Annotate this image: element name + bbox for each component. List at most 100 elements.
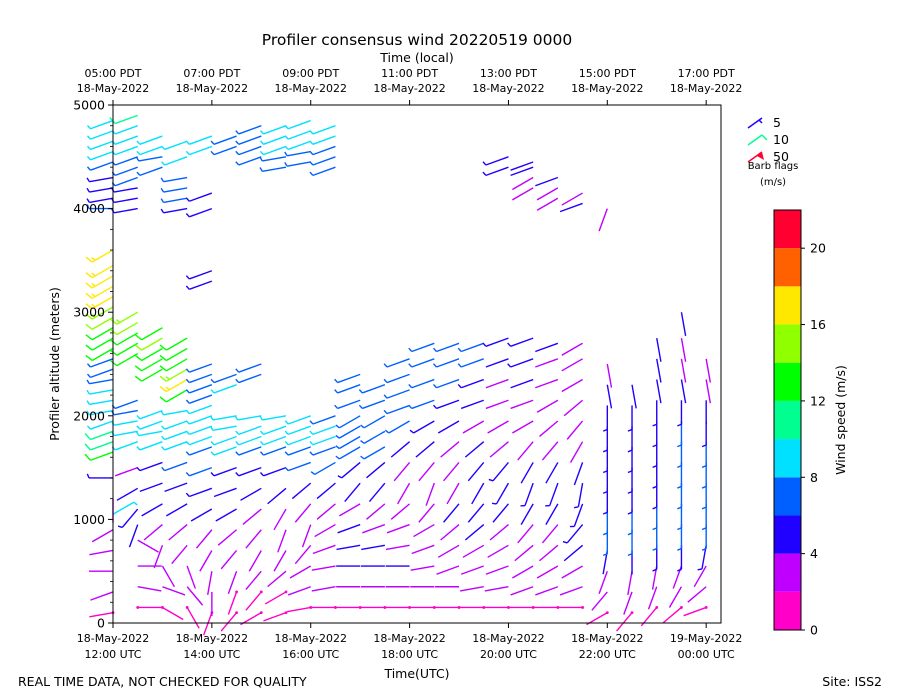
legend-caption-line1: Barb flags	[748, 161, 799, 172]
wind-barb	[464, 441, 485, 458]
wind-barb	[213, 487, 237, 498]
wind-barb	[185, 404, 213, 415]
wind-barb	[242, 508, 262, 526]
wind-barb	[159, 337, 188, 351]
wind-barb	[314, 523, 336, 538]
wind-barb	[464, 524, 485, 541]
wind-barb	[240, 487, 262, 501]
footer-note: REAL TIME DATA, NOT CHECKED FOR QUALITY	[18, 674, 307, 689]
wind-barb	[536, 565, 559, 579]
wind-barb	[512, 565, 534, 579]
wind-barb	[136, 441, 163, 451]
wind-barb	[160, 207, 188, 214]
wind-barb	[541, 524, 559, 544]
wind-barb	[185, 135, 213, 145]
wind-barb	[536, 399, 559, 413]
wind-barb	[111, 166, 138, 177]
wind-barb	[110, 353, 139, 367]
wind-barb	[471, 482, 485, 505]
wind-barb	[418, 461, 435, 482]
wind-barb	[383, 358, 410, 368]
wind-barb	[85, 296, 114, 310]
wind-barb	[185, 446, 213, 456]
wind-barb	[520, 462, 534, 484]
x-tick-date: 18-May-2022	[274, 632, 346, 645]
wind-barb	[185, 435, 213, 446]
wind-barb	[185, 425, 213, 436]
top-tick-time: 17:00 PDT	[678, 67, 735, 80]
wind-barb	[85, 249, 114, 263]
wind-barb	[440, 441, 460, 458]
y-tick-label: 3000	[73, 305, 105, 320]
wind-barb	[680, 312, 687, 336]
wind-barb	[467, 503, 485, 523]
wind-barb	[259, 415, 287, 421]
wind-barb	[668, 586, 683, 608]
wind-barb	[335, 415, 361, 429]
wind-barb	[291, 482, 312, 500]
wind-barb	[159, 378, 188, 393]
wind-barb	[487, 544, 509, 558]
wind-barb	[627, 571, 633, 595]
wind-barb	[627, 405, 633, 432]
wind-barb	[220, 611, 238, 632]
wind-barb	[410, 606, 436, 609]
wind-barb	[561, 378, 583, 393]
wind-barb	[598, 570, 608, 594]
wind-barb	[86, 176, 114, 183]
wind-barb	[569, 441, 584, 463]
wind-barb	[561, 192, 583, 206]
wind-barb	[309, 125, 336, 135]
colorbar-tick-label: 16	[810, 317, 826, 332]
wind-barb	[161, 156, 188, 166]
legend-barb	[747, 134, 768, 146]
wind-barb	[334, 373, 361, 384]
wind-barb	[358, 384, 386, 394]
wind-barb	[210, 135, 237, 145]
wind-barb	[235, 435, 262, 446]
wind-barb	[153, 545, 164, 569]
wind-barb	[264, 590, 288, 605]
wind-barb	[680, 358, 687, 383]
wind-barb	[139, 482, 163, 493]
wind-barb	[316, 503, 336, 520]
wind-barb	[460, 399, 484, 410]
y-axis-label: Profiler altitude (meters)	[47, 287, 62, 441]
colorbar-bin	[774, 400, 801, 440]
wind-barb	[89, 549, 114, 556]
wind-barb	[383, 373, 410, 384]
wind-barb	[541, 441, 559, 461]
wind-barb	[195, 529, 213, 549]
wind-barb	[111, 430, 138, 437]
wind-barb	[309, 446, 336, 456]
wind-barb	[136, 606, 162, 609]
wind-barb	[294, 544, 312, 565]
wind-barb	[235, 125, 262, 135]
wind-barb	[159, 368, 188, 382]
wind-barb	[510, 166, 534, 177]
wind-barb	[598, 208, 608, 232]
wind-barb	[385, 544, 410, 551]
wind-barb	[161, 140, 188, 151]
wind-barb	[235, 135, 262, 145]
bottom-axis-ticks: 18-May-2022 12:00 UTC 18-May-2022 14:00 UTC…	[77, 623, 742, 661]
wind-barb	[161, 441, 188, 451]
wind-barb	[168, 524, 188, 541]
wind-barb	[535, 358, 559, 368]
wind-barb	[91, 529, 114, 543]
wind-barb	[210, 384, 237, 394]
wind-barb	[185, 394, 213, 404]
x-tick-time: 00:00 UTC	[678, 648, 735, 661]
colorbar-bin	[774, 439, 801, 478]
wind-barb	[360, 446, 386, 460]
wind-barb	[432, 342, 460, 353]
wind-barb	[215, 508, 237, 522]
top-axis-label: Time (local)	[379, 50, 453, 65]
wind-barb	[413, 523, 435, 538]
wind-barb	[284, 130, 311, 140]
wind-barb	[210, 446, 237, 456]
wind-barb	[284, 435, 311, 446]
wind-barb	[86, 368, 114, 379]
wind-barb	[485, 378, 509, 389]
wind-barb	[134, 368, 163, 382]
